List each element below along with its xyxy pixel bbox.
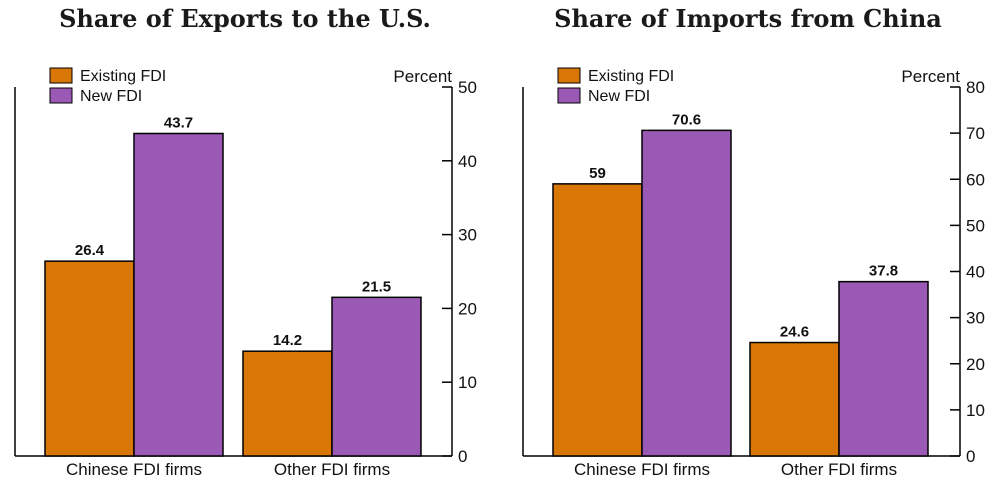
y-tick-label: 80: [966, 78, 985, 97]
chart-panel-1: Share of Exports to the U.S. 0 10 20 30 40 50 P…: [14, 4, 477, 479]
data-label: 21.5: [362, 278, 391, 295]
y-tick-label: 10: [458, 373, 477, 392]
y-tick-label: 30: [966, 309, 985, 328]
x-tick-label: Chinese FDI firms: [66, 460, 202, 479]
legend-swatch-existing-fdi: [557, 67, 581, 84]
data-label: 14.2: [273, 332, 302, 349]
data-label: 24.6: [780, 324, 809, 341]
chart-panel-2: Share of Imports from China 0 10 20 30 40 50 60…: [522, 4, 985, 479]
y-tick-label: 50: [458, 78, 477, 97]
x-tick-label: Other FDI firms: [781, 460, 897, 479]
data-label: 26.4: [75, 242, 105, 259]
y-tick-label: 0: [966, 447, 975, 466]
y-tick-label: 60: [966, 170, 985, 189]
x-tick-label: Other FDI firms: [274, 460, 390, 479]
y-tick-label: 40: [458, 152, 477, 171]
bar-existing-fdi-other-fdi-firms: [242, 350, 333, 457]
legend-label: New FDI: [588, 88, 650, 105]
bar-new-fdi-chinese-fdi-firms: [641, 129, 732, 457]
legend-label: Existing FDI: [80, 68, 166, 85]
y-tick-label: 50: [966, 216, 985, 235]
y-tick-label: 0: [458, 447, 467, 466]
bar-existing-fdi-chinese-fdi-firms: [44, 260, 135, 457]
y-tick-label: 70: [966, 124, 985, 143]
legend-label: Existing FDI: [588, 68, 674, 85]
x-tick-label: Chinese FDI firms: [574, 460, 710, 479]
bar-new-fdi-other-fdi-firms: [838, 280, 929, 457]
y-axis-label: Percent: [393, 67, 452, 86]
y-tick-label: 40: [966, 263, 985, 282]
data-label: 43.7: [164, 114, 193, 131]
y-tick-label: 20: [458, 299, 477, 318]
legend-swatch-new-fdi: [49, 87, 73, 104]
y-tick-label: 20: [966, 355, 985, 374]
chart-title: Share of Imports from China: [554, 4, 942, 33]
data-label: 59: [589, 165, 606, 182]
data-label: 37.8: [869, 263, 898, 280]
y-axis-label: Percent: [901, 67, 960, 86]
bar-existing-fdi-chinese-fdi-firms: [552, 183, 643, 457]
chart-title: Share of Exports to the U.S.: [59, 4, 431, 33]
bar-new-fdi-other-fdi-firms: [331, 296, 422, 457]
data-label: 70.6: [672, 111, 701, 128]
bar-new-fdi-chinese-fdi-firms: [133, 132, 224, 457]
bar-existing-fdi-other-fdi-firms: [749, 341, 840, 457]
y-tick-label: 10: [966, 401, 985, 420]
legend-label: New FDI: [80, 88, 142, 105]
legend-swatch-new-fdi: [557, 87, 581, 104]
y-tick-label: 30: [458, 226, 477, 245]
legend-swatch-existing-fdi: [49, 67, 73, 84]
